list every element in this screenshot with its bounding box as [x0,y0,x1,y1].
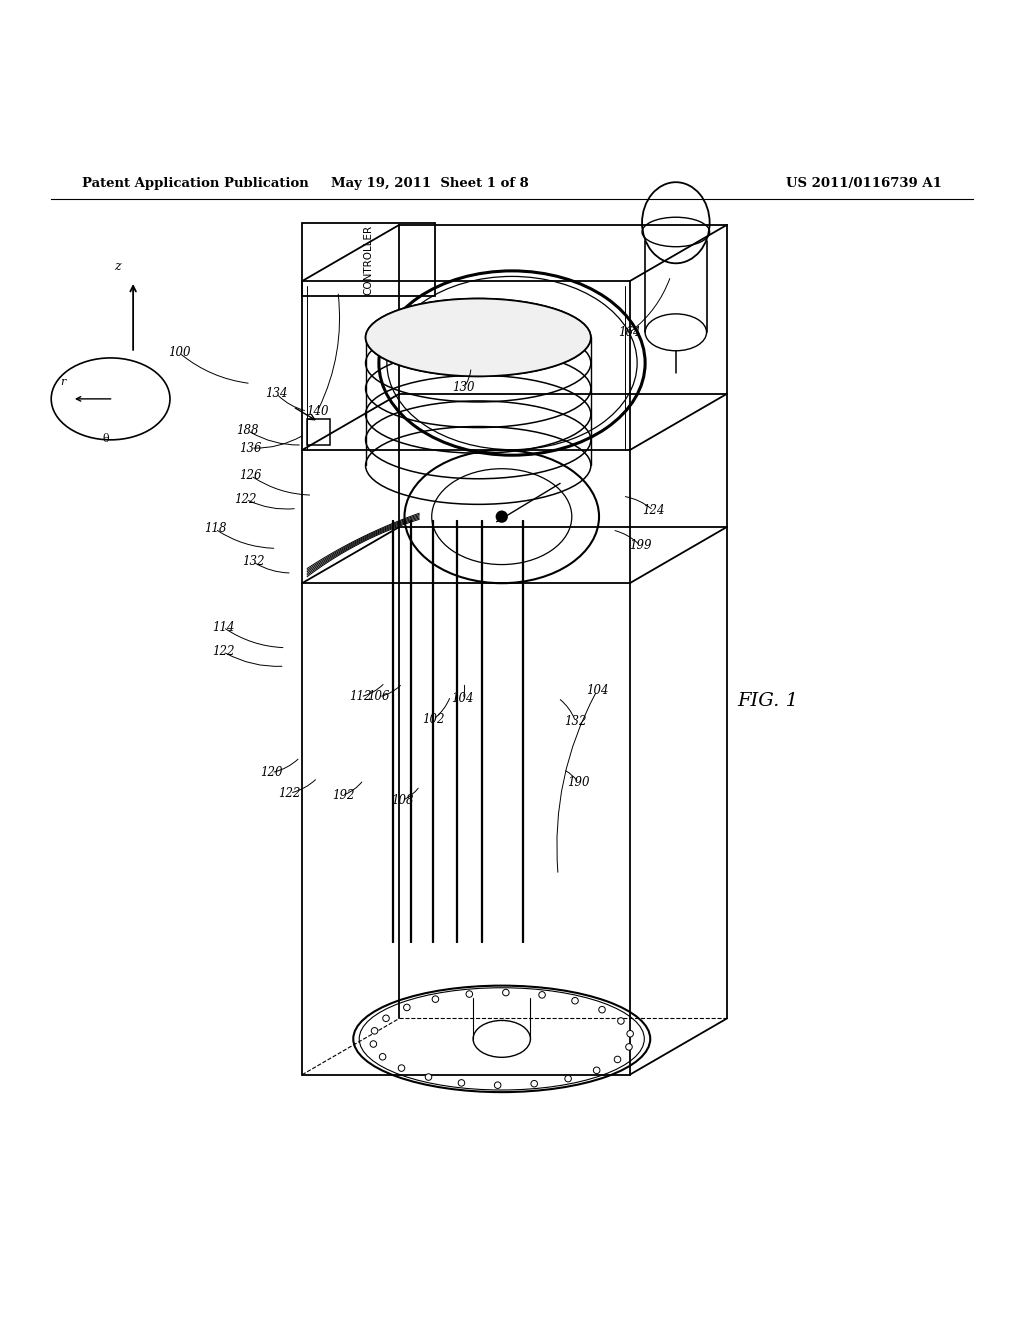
Text: 102: 102 [422,713,444,726]
Text: 122: 122 [279,787,301,800]
Text: z: z [115,260,121,273]
Circle shape [599,1006,605,1012]
Text: 130: 130 [453,381,475,395]
Text: 164: 164 [618,326,641,339]
Text: 108: 108 [391,793,414,807]
Text: 188: 188 [237,424,259,437]
Circle shape [432,995,438,1002]
Text: 132: 132 [564,715,587,727]
Text: 140: 140 [306,405,329,417]
Text: 134: 134 [265,387,288,400]
Text: r: r [60,376,66,387]
Circle shape [503,989,509,995]
Text: 118: 118 [204,523,226,536]
Text: 112: 112 [349,690,372,704]
Text: 104: 104 [452,693,474,705]
Circle shape [626,1044,632,1051]
Circle shape [372,1027,378,1034]
Ellipse shape [366,298,591,376]
Text: 136: 136 [240,441,262,454]
Circle shape [530,1081,538,1086]
Circle shape [370,1040,377,1047]
Circle shape [458,1080,465,1086]
Circle shape [383,1015,389,1022]
Bar [302,223,435,297]
Text: 190: 190 [567,776,590,789]
Text: Patent Application Publication: Patent Application Publication [82,177,308,190]
Circle shape [425,1073,432,1080]
Circle shape [379,1053,386,1060]
Circle shape [614,1056,621,1063]
Circle shape [495,1082,501,1089]
Text: 100: 100 [168,346,190,359]
Circle shape [617,1018,625,1024]
Text: 192: 192 [332,788,354,801]
Circle shape [403,1005,411,1011]
Text: 106: 106 [368,690,390,704]
Text: 199: 199 [629,539,651,552]
Text: 114: 114 [212,620,234,634]
Text: US 2011/0116739 A1: US 2011/0116739 A1 [786,177,942,190]
Circle shape [627,1031,634,1038]
Text: 122: 122 [212,645,234,659]
Text: θ: θ [102,434,109,444]
Circle shape [571,998,579,1005]
Circle shape [496,511,508,523]
Circle shape [539,991,546,998]
Circle shape [466,991,473,998]
Text: 104: 104 [586,684,608,697]
Text: FIG. 1: FIG. 1 [737,692,799,710]
Bar [307,420,330,445]
Text: May 19, 2011  Sheet 1 of 8: May 19, 2011 Sheet 1 of 8 [331,177,529,190]
Circle shape [565,1076,571,1082]
Text: 120: 120 [260,766,283,779]
Text: 122: 122 [234,492,257,506]
Text: 124: 124 [642,504,665,517]
Circle shape [593,1067,600,1073]
Circle shape [398,1065,404,1072]
Text: 132: 132 [242,556,264,568]
Text: CONTROLLER: CONTROLLER [364,224,374,294]
Text: 126: 126 [240,469,262,482]
